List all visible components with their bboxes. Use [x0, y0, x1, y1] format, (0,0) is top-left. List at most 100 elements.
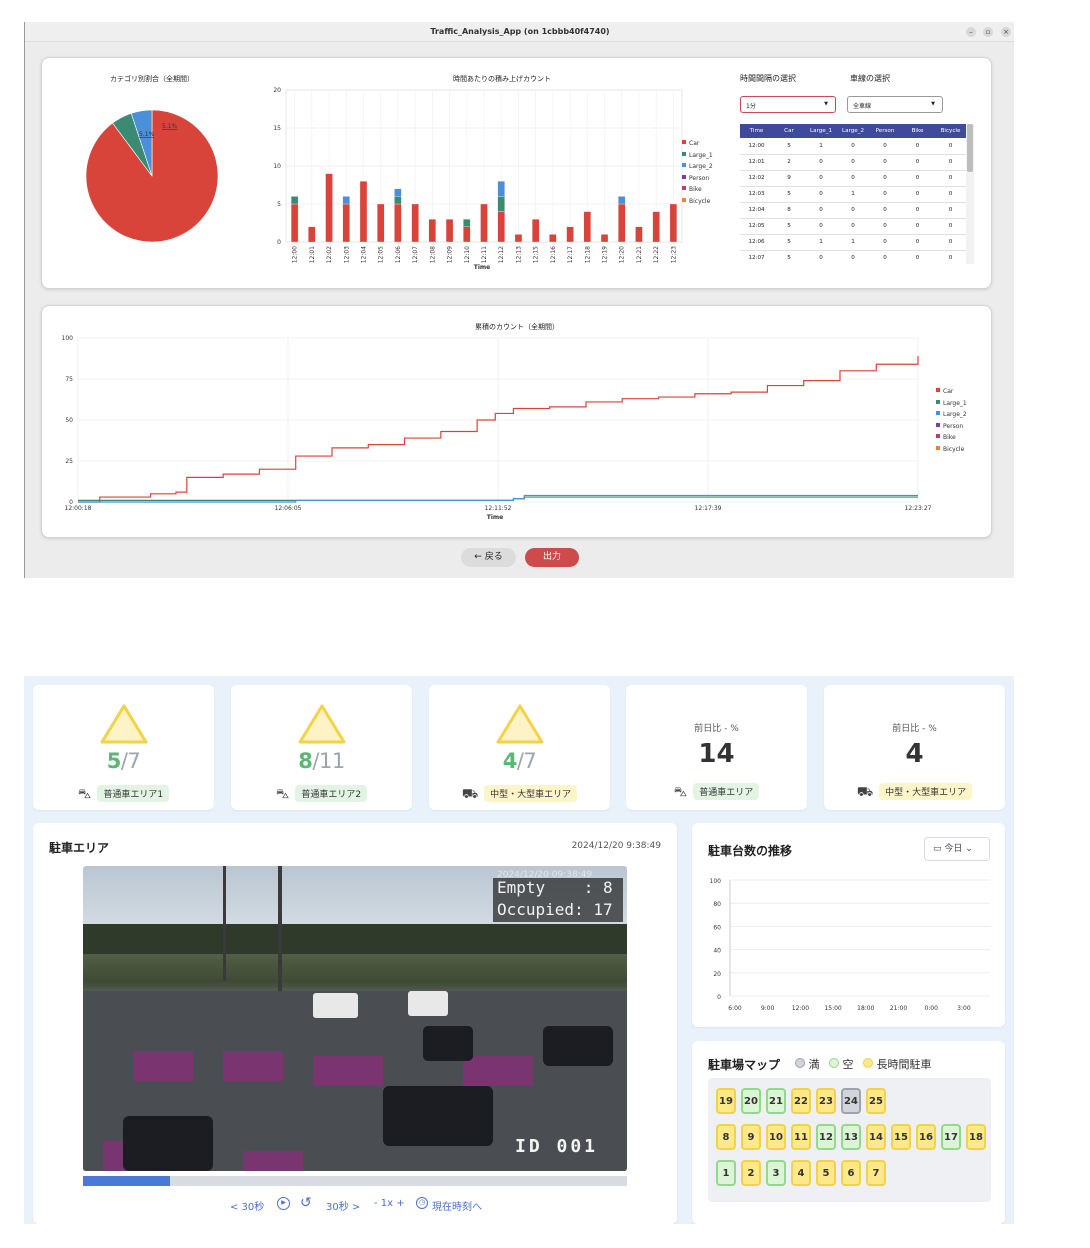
table-cell: 12:05	[740, 218, 773, 235]
output-button[interactable]: 出力	[525, 548, 579, 567]
bar-segment	[359, 181, 368, 243]
replay-icon[interactable]: ↺	[300, 1195, 312, 1211]
legend-label: Large_1	[689, 151, 713, 159]
table-header: Bicycle	[934, 124, 967, 138]
speed-control[interactable]: - 1x +	[374, 1198, 405, 1209]
back-button[interactable]: ← 戻る	[461, 548, 516, 567]
parking-slot[interactable]: 11	[791, 1124, 811, 1150]
close-icon[interactable]: ×	[1001, 27, 1011, 37]
table-cell: 0	[901, 202, 934, 219]
parking-slot[interactable]: 21	[766, 1088, 786, 1114]
legend-swatch	[682, 140, 686, 144]
parking-slot[interactable]: 17	[941, 1124, 961, 1150]
table-cell: 0	[869, 154, 901, 171]
parking-slot[interactable]: 12	[816, 1124, 836, 1150]
x-tick-label: 15:00	[824, 1005, 841, 1012]
parking-slot[interactable]: 7	[866, 1160, 886, 1186]
empty-legend-icon	[829, 1058, 839, 1068]
bar-segment	[497, 196, 505, 212]
legend-swatch	[682, 186, 686, 190]
play-icon[interactable]: ▶	[277, 1197, 290, 1210]
maximize-icon[interactable]: ▫	[983, 27, 993, 37]
x-tick-label: 12:02	[326, 246, 333, 263]
area-kpi-card: 5/7 ⛍ 普通車エリア1	[33, 685, 214, 810]
y-tick-label: 75	[65, 376, 73, 383]
x-tick-label: 0:00	[924, 1005, 938, 1012]
parking-map-card: 駐車場マップ 満 空 長時間駐車 19 20 21 22 23 24 25 8 9 10 11 12 1…	[692, 1041, 1005, 1224]
playback-progress[interactable]	[83, 1176, 627, 1186]
x-tick-label: 12:03	[343, 246, 350, 263]
parking-slot[interactable]: 14	[866, 1124, 886, 1150]
legend-item: Large_1	[936, 398, 967, 410]
parking-slot[interactable]: 5	[816, 1160, 836, 1186]
table-scrollbar[interactable]	[966, 124, 974, 264]
parking-slot[interactable]: 16	[916, 1124, 936, 1150]
parking-slot[interactable]: 3	[766, 1160, 786, 1186]
y-tick-label: 15	[273, 125, 281, 132]
bar-segment	[635, 226, 643, 243]
bar-segment	[342, 203, 350, 243]
bar-segment	[290, 196, 299, 205]
bar-segment	[497, 181, 505, 197]
bar-segment	[532, 219, 540, 243]
playback-progress-fill	[83, 1176, 171, 1186]
clock-icon: ◷	[416, 1197, 428, 1209]
legend-swatch	[936, 434, 940, 438]
y-tick-label: 20	[273, 87, 281, 94]
parking-slot[interactable]: 13	[841, 1124, 861, 1150]
y-tick-label: 0	[69, 499, 73, 506]
table-cell: 12:00	[740, 138, 773, 155]
window-title: Traffic_Analysis_App (on 1cbbb40f4740)	[430, 27, 610, 36]
x-tick-label: 12:21	[636, 246, 643, 263]
x-tick-label: 9:00	[761, 1005, 775, 1012]
parking-slot[interactable]: 22	[791, 1088, 811, 1114]
range-select[interactable]: ▭ 今日 ⌄	[924, 837, 990, 861]
x-tick-label: 21:00	[890, 1005, 907, 1012]
warning-icon	[298, 704, 345, 744]
parking-slot[interactable]: 19	[716, 1088, 736, 1114]
parking-area-title: 駐車エリア	[49, 841, 110, 855]
daily-count-value: 14	[698, 739, 735, 769]
interval-select[interactable]: 1分 ▼	[740, 96, 836, 113]
parking-slot[interactable]: 24	[841, 1088, 861, 1114]
legend-label: Car	[943, 388, 954, 395]
parking-slot[interactable]: 2	[741, 1160, 761, 1186]
parking-slot[interactable]: 9	[741, 1124, 761, 1150]
lane-select[interactable]: 全車線 ▼	[847, 96, 943, 113]
parking-slot[interactable]: 8	[716, 1124, 736, 1150]
table-header: Time	[740, 124, 773, 138]
parking-slot[interactable]: 10	[766, 1124, 786, 1150]
table-cell: 12:02	[740, 170, 773, 187]
legend-item: Bike	[682, 184, 713, 196]
parking-slot[interactable]: 6	[841, 1160, 861, 1186]
parking-slot[interactable]: 23	[816, 1088, 836, 1114]
x-tick-label: 12:08	[429, 246, 436, 263]
parking-slot[interactable]: 18	[966, 1124, 986, 1150]
table-cell: 0	[805, 170, 837, 187]
minimize-icon[interactable]: –	[966, 27, 976, 37]
y-tick-label: 60	[713, 924, 721, 931]
x-tick-label: 12:12	[498, 246, 505, 263]
forward-30s-button[interactable]: 30秒 >	[326, 1202, 361, 1213]
rewind-30s-button[interactable]: < 30秒	[230, 1202, 265, 1213]
occupancy-capacity: /11	[312, 749, 345, 773]
parking-slot[interactable]: 15	[891, 1124, 911, 1150]
parking-slot[interactable]: 4	[791, 1160, 811, 1186]
x-tick-label: 12:19	[602, 246, 609, 263]
trend-card: 駐車台数の推移 ▭ 今日 ⌄ 0 20 40 60 80 100 6:00 9:00 12:00…	[692, 823, 1005, 1027]
parking-slot[interactable]: 1	[716, 1160, 736, 1186]
bar-segment	[445, 219, 454, 243]
area-tag: 普通車エリア2	[295, 785, 368, 802]
map-title: 駐車場マップ	[708, 1058, 781, 1072]
table-cell: 0	[805, 154, 837, 171]
parking-slot[interactable]: 25	[866, 1088, 886, 1114]
x-tick-label: 12:22	[653, 246, 660, 263]
pie-slice	[130, 109, 153, 177]
jump-to-now-button[interactable]: 現在時刻へ	[432, 1202, 482, 1213]
table-row: 12:06 5 1 1 0 0 0	[740, 234, 967, 251]
parking-slot[interactable]: 20	[741, 1088, 761, 1114]
table-header: Large_2	[837, 124, 869, 138]
x-tick-label: 12:16	[550, 246, 557, 263]
area-tag: 普通車エリア	[693, 783, 760, 800]
table-cell: 12:03	[740, 186, 773, 203]
